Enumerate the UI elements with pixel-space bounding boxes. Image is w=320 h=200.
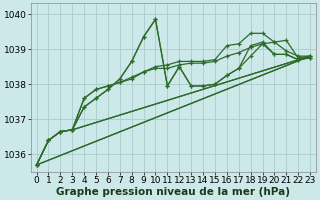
X-axis label: Graphe pression niveau de la mer (hPa): Graphe pression niveau de la mer (hPa)	[56, 187, 290, 197]
